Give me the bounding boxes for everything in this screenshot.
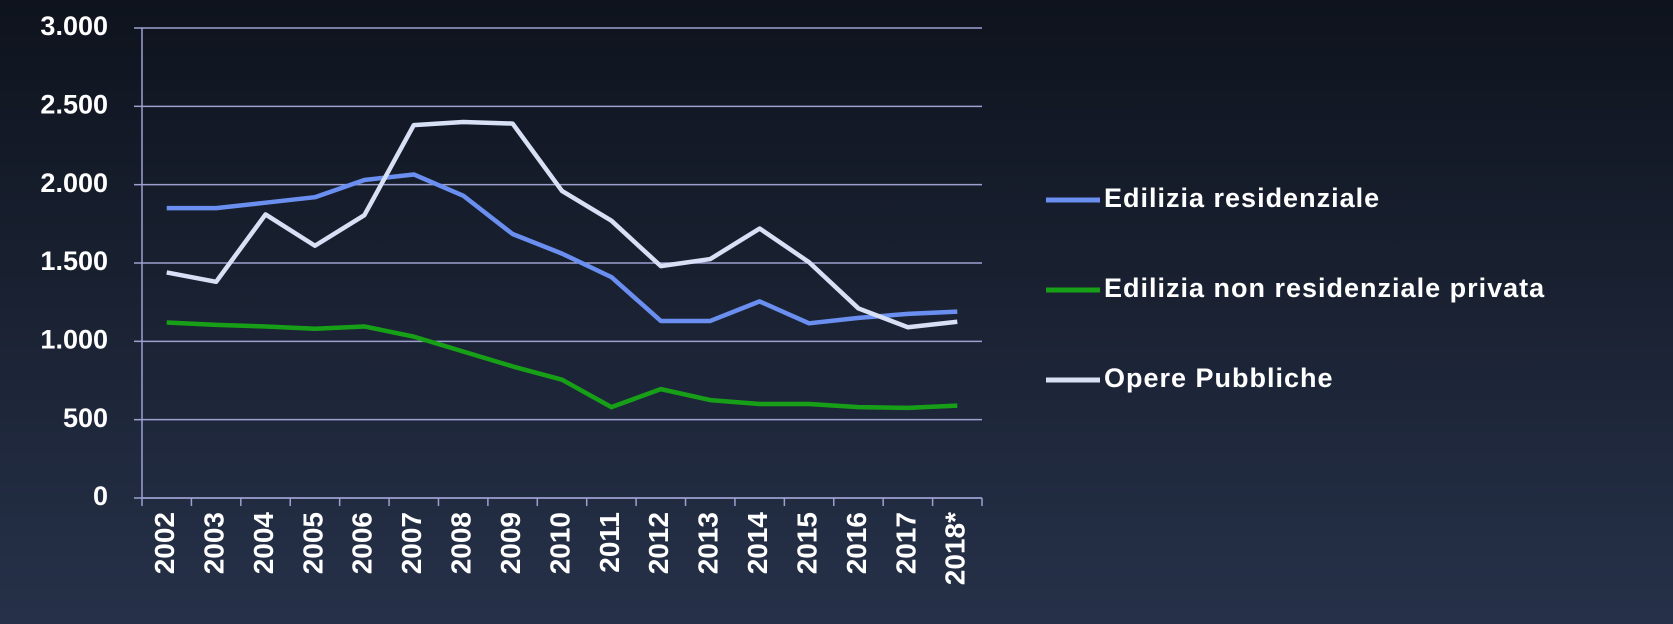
x-tick-label: 2016 xyxy=(841,512,872,574)
y-tick-label: 1.000 xyxy=(40,324,108,354)
x-tick-label: 2007 xyxy=(396,512,427,574)
x-tick-label: 2011 xyxy=(594,512,625,573)
series-line xyxy=(166,119,958,330)
x-tick-label: 2008 xyxy=(446,512,477,574)
legend-label: Edilizia non residenziale privata xyxy=(1104,273,1545,303)
x-tick-label: 2006 xyxy=(347,512,378,574)
x-tick-label: 2003 xyxy=(199,512,230,574)
y-tick-label: 2.000 xyxy=(40,168,108,198)
legend-label: Edilizia residenziale xyxy=(1104,183,1380,213)
series-line xyxy=(166,172,958,326)
series-line xyxy=(166,320,958,411)
legend-label: Opere Pubbliche xyxy=(1104,363,1334,393)
x-tick-label: 2012 xyxy=(643,512,674,574)
x-tick-label: 2017 xyxy=(890,512,921,574)
x-tick-label: 2010 xyxy=(544,512,575,574)
y-tick-label: 0 xyxy=(93,481,108,511)
x-tick-label: 2002 xyxy=(149,512,180,574)
x-tick-label: 2013 xyxy=(693,512,724,574)
x-tick-label: 2018* xyxy=(940,512,971,585)
x-tick-label: 2004 xyxy=(248,512,279,575)
x-tick-label: 2014 xyxy=(742,512,773,575)
x-tick-label: 2005 xyxy=(297,512,328,574)
x-tick-label: 2009 xyxy=(495,512,526,574)
y-tick-label: 1.500 xyxy=(40,246,108,276)
x-tick-label: 2015 xyxy=(791,512,822,574)
y-tick-label: 2.500 xyxy=(40,89,108,119)
y-tick-label: 500 xyxy=(63,403,108,433)
y-tick-label: 3.000 xyxy=(40,11,108,41)
